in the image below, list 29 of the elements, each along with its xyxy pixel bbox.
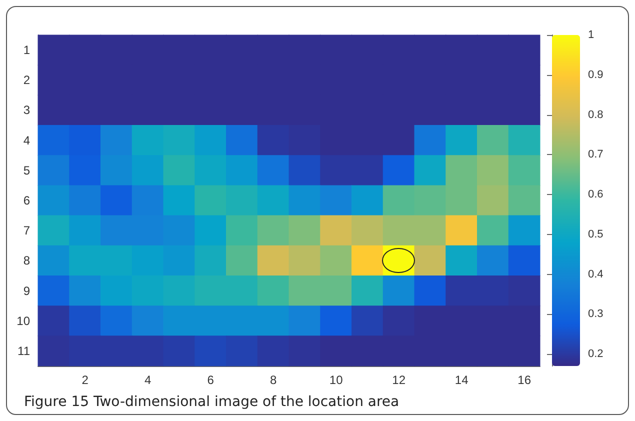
color-bar-label: 0.8 (588, 108, 604, 121)
color-bar-label: 0.6 (588, 188, 604, 201)
x-tick-label: 12 (392, 373, 406, 387)
color-bar-label: 0.2 (588, 348, 604, 360)
color-bar-label: 0.7 (588, 148, 604, 161)
y-tick-label: 1 (23, 43, 30, 58)
y-tick-label: 7 (23, 224, 30, 238)
color-bar-label: 0.4 (588, 268, 604, 280)
y-tick-label: 5 (23, 163, 30, 178)
y-tick-label: 9 (23, 284, 30, 298)
y-tick-label: 3 (23, 103, 30, 118)
x-tick-label: 4 (144, 373, 152, 387)
x-tick-label: 16 (518, 373, 532, 387)
y-tick-label: 10 (16, 314, 30, 328)
y-tick-label: 11 (18, 344, 30, 358)
color-bar-label: 1 (588, 29, 594, 41)
x-tick-label: 14 (454, 373, 469, 387)
x-tick-label: 10 (329, 373, 344, 387)
x-tick-label: 6 (207, 373, 214, 387)
color-bar-label: 0.9 (588, 68, 604, 81)
y-tick-label: 8 (23, 254, 30, 268)
color-bar-label: 0.5 (588, 228, 604, 240)
y-tick-label: 2 (23, 73, 30, 88)
color-bar-label: 0.3 (588, 308, 604, 320)
x-tick-label: 8 (270, 373, 277, 387)
x-tick-label: 2 (82, 373, 89, 387)
y-tick-label: 6 (23, 194, 30, 208)
caption: Figure 15 Two-dimensional image of the location area (24, 394, 400, 410)
y-tick-label: 4 (23, 133, 30, 148)
